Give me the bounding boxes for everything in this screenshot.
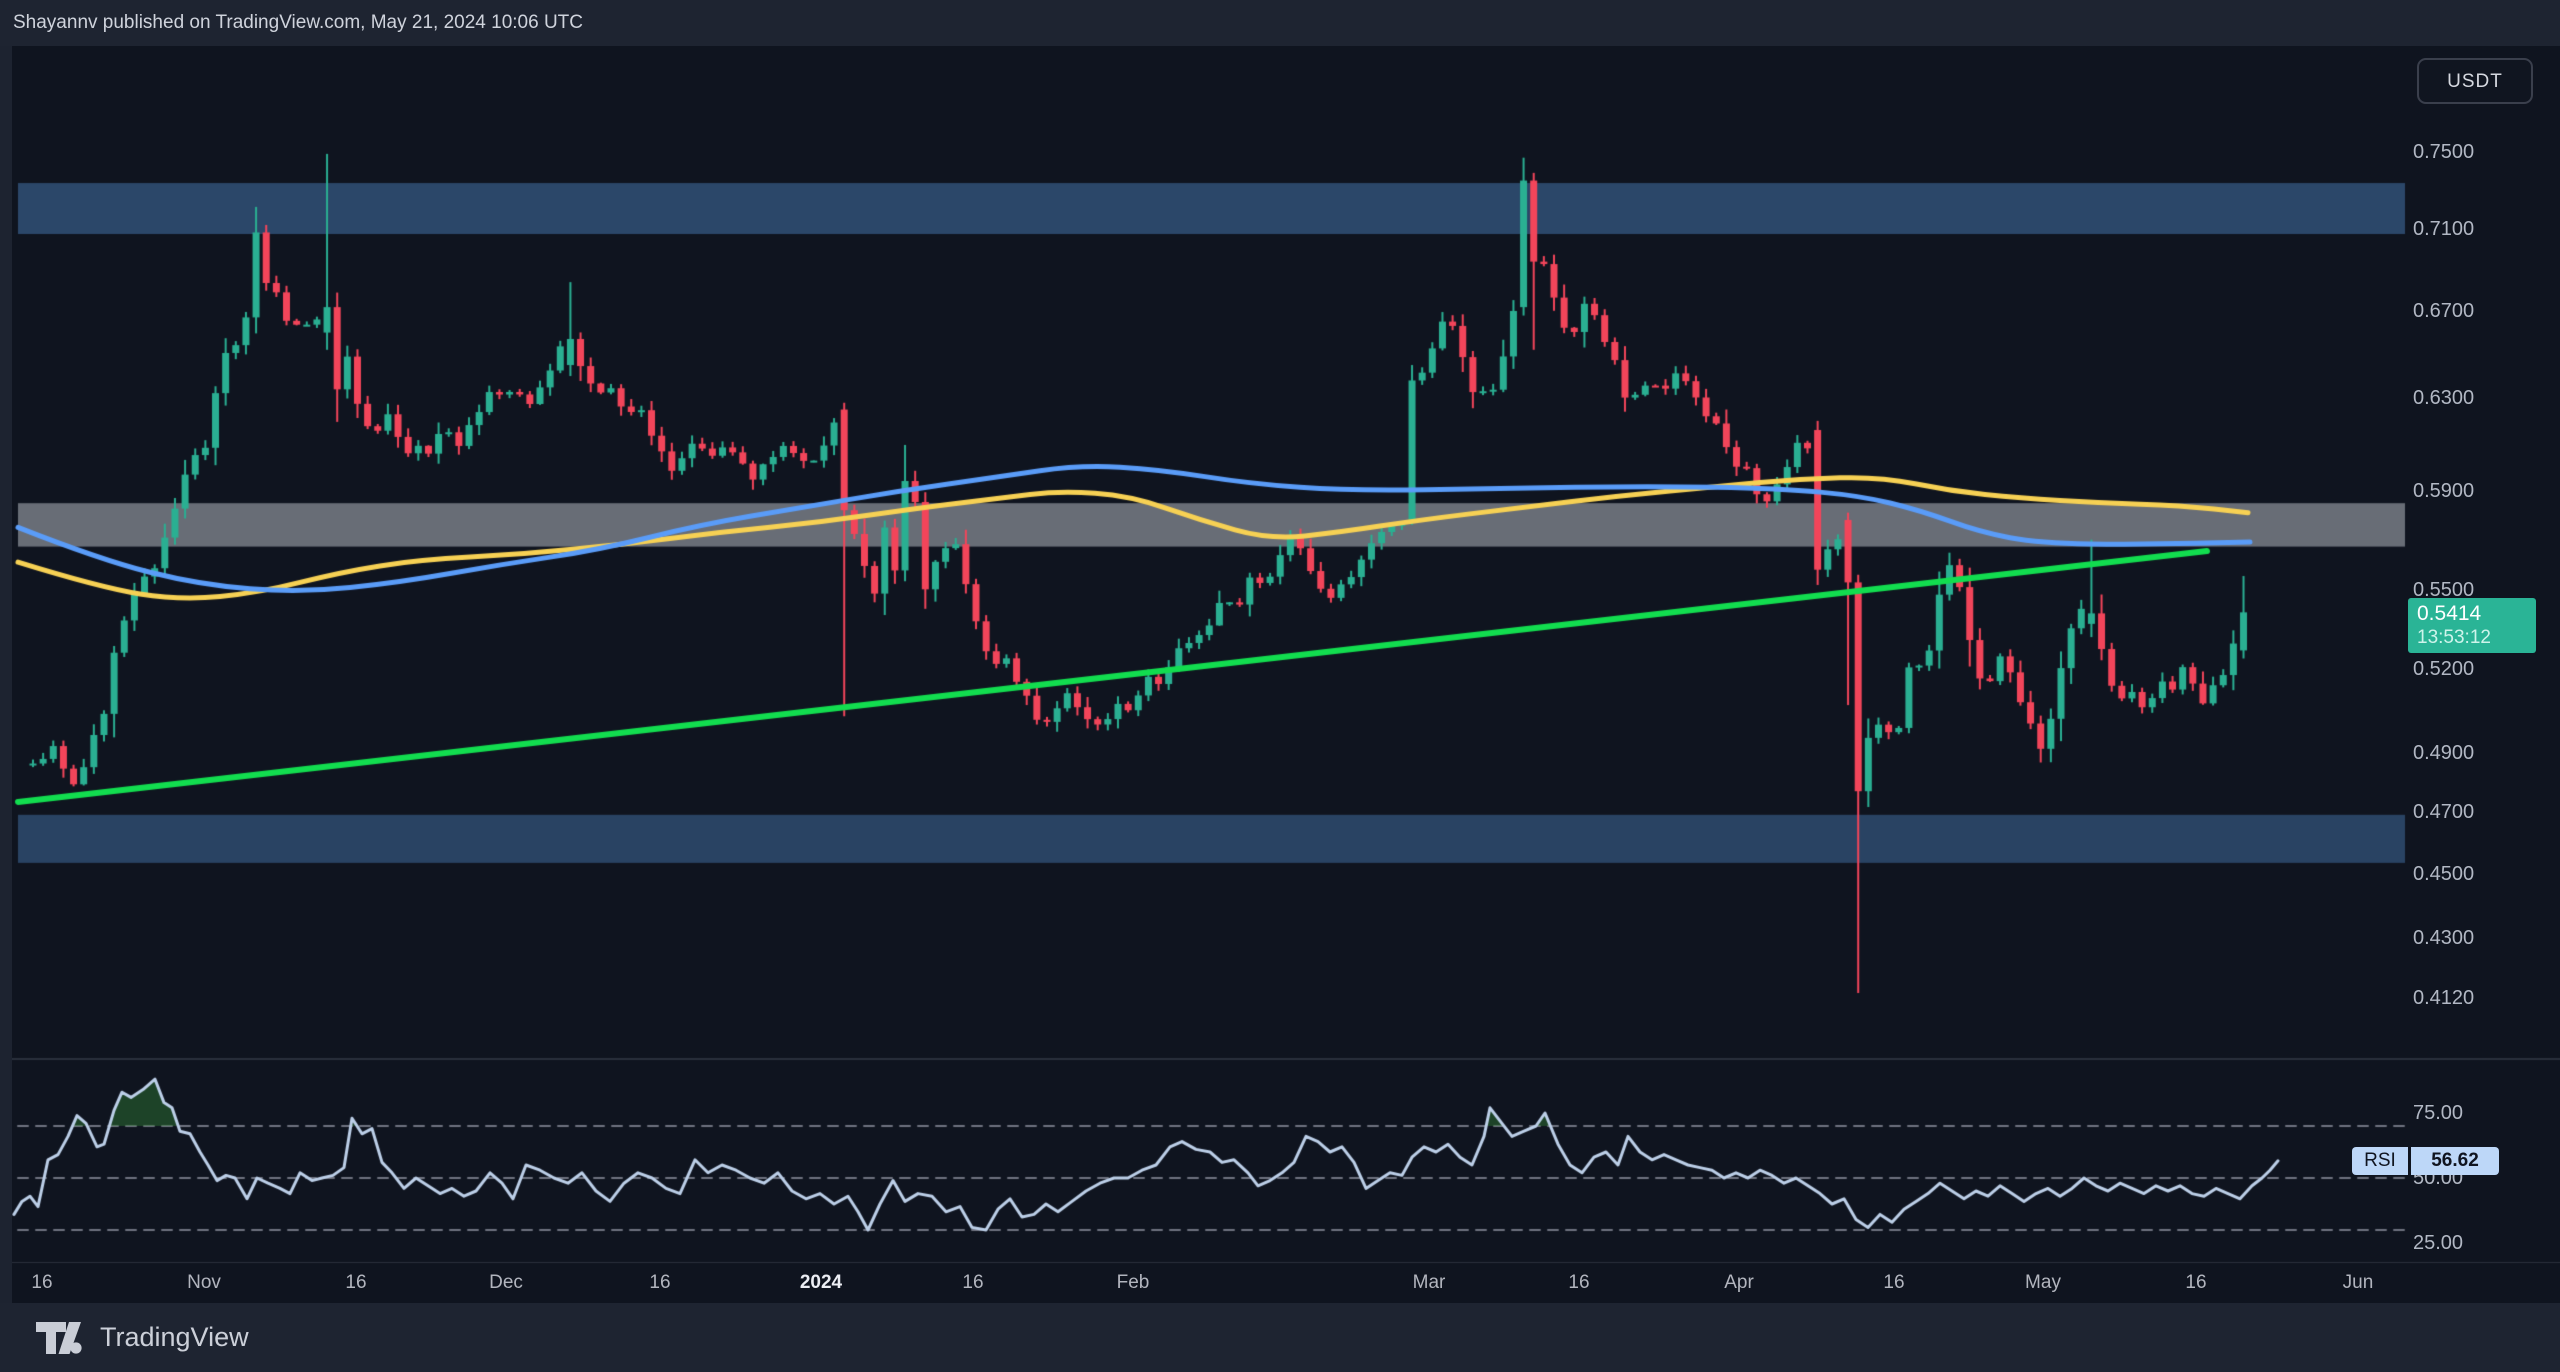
rsi-value-badge: RSI 56.62	[2352, 1146, 2499, 1175]
price-tick-label: 0.6300	[2413, 387, 2475, 410]
publish-info-bar: Shayannv published on TradingView.com, M…	[0, 0, 2560, 46]
price-tick-label: 0.4300	[2413, 926, 2475, 949]
time-tick-label: May	[2025, 1272, 2061, 1293]
publish-line: Shayannv published on TradingView.com, M…	[13, 12, 583, 33]
currency-toggle-button[interactable]: USDT	[2417, 58, 2533, 104]
price-tick-label: 0.5900	[2413, 479, 2475, 502]
price-tick-label: 0.5500	[2413, 579, 2475, 602]
time-tick-label: 16	[1883, 1272, 1905, 1293]
time-tick-label: 16	[1568, 1272, 1590, 1293]
time-tick-label: Jun	[2342, 1272, 2374, 1293]
time-tick-label: Apr	[1724, 1272, 1754, 1293]
last-price-value: 0.5414	[2417, 602, 2482, 626]
time-tick-label: 16	[2185, 1272, 2207, 1293]
rsi-value: 56.62	[2411, 1146, 2499, 1175]
time-tick-label: Nov	[187, 1272, 221, 1293]
chart-widget: USDT 0.7500 0.7100 0.6700 0.6300 0.5900 0.550…	[12, 46, 2560, 1303]
footer-bar: TradingView	[0, 1303, 2560, 1372]
price-tick-label: 0.7500	[2413, 141, 2475, 164]
time-tick-label: Feb	[1116, 1272, 1150, 1293]
time-tick-label: Mar	[1412, 1272, 1446, 1293]
price-tick-label: 0.4120	[2413, 987, 2475, 1010]
rsi-label: RSI	[2352, 1146, 2408, 1175]
time-tick-label: 2024	[799, 1272, 843, 1293]
rsi-tick-label: 75.00	[2413, 1102, 2464, 1124]
price-chart-canvas[interactable]	[12, 46, 2560, 1303]
price-tick-label: 0.4900	[2413, 742, 2475, 765]
price-tick-label: 0.7100	[2413, 218, 2475, 241]
bar-countdown-timer: 13:53:12	[2417, 627, 2491, 649]
time-tick-label: 16	[649, 1272, 671, 1293]
price-tick-label: 0.4700	[2413, 801, 2475, 824]
tradingview-logo-icon[interactable]	[36, 1321, 86, 1354]
time-tick-label: 16	[31, 1272, 53, 1293]
price-tick-label: 0.4500	[2413, 862, 2475, 885]
price-tick-label: 0.5200	[2413, 658, 2475, 681]
price-tick-label: 0.6700	[2413, 300, 2475, 323]
time-tick-label: 16	[962, 1272, 984, 1293]
tradingview-brand-text[interactable]: TradingView	[100, 1322, 249, 1352]
rsi-tick-label: 25.00	[2413, 1232, 2464, 1254]
time-tick-label: 16	[345, 1272, 367, 1293]
time-tick-label: Dec	[489, 1272, 523, 1293]
last-price-badge: 0.5414 13:53:12	[2408, 598, 2536, 654]
